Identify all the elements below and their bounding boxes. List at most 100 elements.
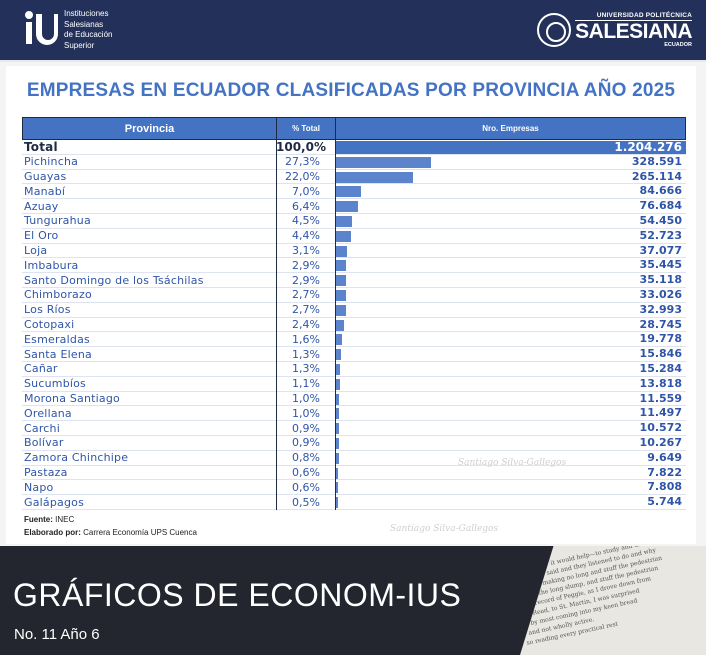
header-provincia: Provincia — [23, 118, 277, 139]
value-label: 5.744 — [647, 495, 682, 509]
province-label: Santo Domingo de los Tsáchilas — [24, 273, 204, 287]
value-label: 11.559 — [639, 391, 682, 405]
source-note: Fuente: INEC — [24, 515, 75, 524]
pct-label: 4,4% — [292, 229, 320, 243]
bar — [336, 230, 352, 242]
ups-seal-icon — [537, 13, 572, 47]
bar — [336, 245, 347, 257]
pct-label: 1,6% — [292, 332, 320, 346]
table-row: Guayas 22,0% 265.114 — [22, 170, 686, 185]
province-label: El Oro — [24, 229, 59, 243]
value-label: 7.808 — [647, 480, 682, 494]
bar — [336, 275, 347, 287]
table-row: Pichincha 27,3% 328.591 — [22, 155, 686, 170]
table-body: Total 100,0% 1.204.276 Pichincha 27,3% 328… — [22, 140, 686, 510]
province-label: Sucumbíos — [24, 377, 86, 391]
table-header: Provincia % Total Nro. Empresas — [22, 117, 686, 140]
bar — [336, 171, 413, 183]
table-row: Manabí 7,0% 84.666 — [22, 184, 686, 200]
chart-card: EMPRESAS EN ECUADOR CLASIFICADAS POR PRO… — [6, 66, 696, 544]
ups-logo-main: SALESIANA — [575, 20, 692, 43]
value-label: 37.077 — [639, 243, 682, 257]
province-label: Zamora Chinchipe — [24, 451, 129, 465]
column-divider — [335, 140, 336, 510]
table-row: Cañar 1,3% 15.284 — [22, 362, 686, 377]
bar — [336, 378, 340, 390]
bar — [336, 289, 346, 301]
bar — [336, 497, 338, 509]
bar — [336, 423, 340, 435]
province-label: Imbabura — [24, 258, 79, 272]
table-row: Morona Santiago 1,0% 11.559 — [22, 392, 686, 407]
pct-label: 22,0% — [285, 169, 320, 183]
pct-label: 0,9% — [292, 436, 320, 450]
column-divider — [276, 140, 277, 510]
province-label: Guayas — [24, 169, 67, 183]
pct-label: 6,4% — [292, 199, 320, 213]
pct-label: 1,1% — [292, 377, 320, 391]
pct-label: 2,9% — [292, 273, 320, 287]
value-label: 32.993 — [639, 302, 682, 316]
header-pct-total: % Total — [277, 118, 336, 139]
value-label: 15.284 — [639, 361, 682, 375]
table-row: Los Ríos 2,7% 32.993 — [22, 303, 686, 318]
province-label: Loja — [24, 243, 48, 257]
table-row: Esmeraldas 1,6% 19.778 — [22, 332, 686, 348]
bar — [336, 201, 359, 213]
table-row: Carchi 0,9% 10.572 — [22, 421, 686, 436]
total-pct: 100,0% — [276, 139, 326, 154]
table-row: Loja 3,1% 37.077 — [22, 244, 686, 259]
ius-logo: Instituciones Salesianas de Educación Su… — [22, 9, 112, 53]
table-row: Orellana 1,0% 11.497 — [22, 406, 686, 422]
bar — [336, 437, 339, 449]
value-label: 33.026 — [639, 287, 682, 301]
province-label: Esmeraldas — [24, 332, 90, 346]
ius-logo-icon — [25, 11, 58, 45]
table-row: Tungurahua 4,5% 54.450 — [22, 214, 686, 229]
value-label: 265.114 — [631, 169, 682, 183]
province-label: Chimborazo — [24, 288, 92, 302]
pct-label: 1,0% — [292, 406, 320, 420]
province-label: Orellana — [24, 406, 72, 420]
value-label: 76.684 — [639, 199, 682, 213]
province-label: Santa Elena — [24, 347, 92, 361]
province-label: Manabí — [24, 184, 66, 198]
pct-label: 0,6% — [292, 465, 320, 479]
total-row: Total 100,0% 1.204.276 — [22, 140, 686, 155]
pct-label: 2,4% — [292, 317, 320, 331]
ups-logo-bottom: ECUADOR — [664, 42, 692, 48]
bar — [336, 467, 339, 479]
bar — [336, 482, 339, 494]
value-label: 52.723 — [639, 228, 682, 242]
value-label: 54.450 — [639, 213, 682, 227]
pct-label: 3,1% — [292, 243, 320, 257]
pct-label: 1,0% — [292, 391, 320, 405]
chart-title: EMPRESAS EN ECUADOR CLASIFICADAS POR PRO… — [26, 80, 676, 101]
table-row: Bolívar 0,9% 10.267 — [22, 436, 686, 451]
value-label: 13.818 — [639, 376, 682, 390]
province-table: Provincia % Total Nro. Empresas Total 10… — [22, 117, 686, 510]
table-row: Cotopaxi 2,4% 28.745 — [22, 318, 686, 333]
credit-note: Elaborado por: Carrera Economía UPS Cuen… — [24, 528, 197, 537]
table-row: El Oro 4,4% 52.723 — [22, 229, 686, 244]
value-label: 328.591 — [631, 154, 682, 168]
newspaper-image: it would help—to study and the mole said… — [520, 546, 706, 655]
pct-label: 1,3% — [292, 347, 320, 361]
total-value: 1.204.276 — [614, 140, 682, 154]
value-label: 19.778 — [639, 332, 682, 346]
ius-logo-text: Instituciones Salesianas de Educación Su… — [64, 9, 113, 50]
pct-label: 2,7% — [292, 288, 320, 302]
province-label: Bolívar — [24, 436, 64, 450]
value-label: 15.846 — [639, 347, 682, 361]
pct-label: 1,3% — [292, 362, 320, 376]
value-label: 10.572 — [639, 421, 682, 435]
pct-label: 0,8% — [292, 451, 320, 465]
bar — [336, 156, 432, 168]
bar — [336, 334, 342, 346]
province-label: Pichincha — [24, 155, 79, 169]
pct-label: 0,5% — [292, 495, 320, 509]
bar — [336, 349, 341, 361]
total-bar — [336, 141, 686, 154]
table-row: Zamora Chinchipe 0,8% 9.649 — [22, 451, 686, 466]
header-bar: Instituciones Salesianas de Educación Su… — [0, 0, 706, 62]
